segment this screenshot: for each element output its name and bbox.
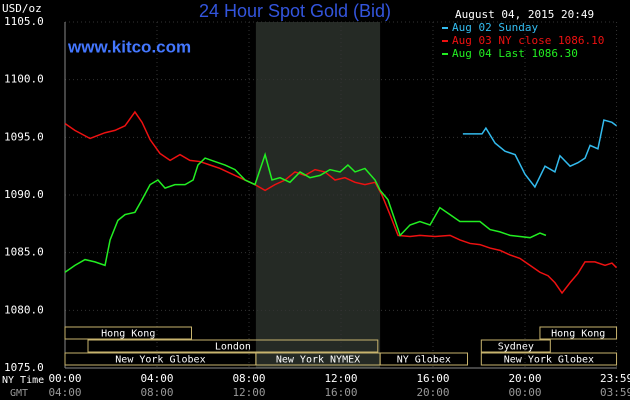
x-tick-label: 00:00 bbox=[48, 372, 81, 385]
gmt-tick-label: 16:00 bbox=[324, 386, 357, 399]
session-label: Hong Kong bbox=[551, 329, 605, 340]
date: August 04, 2015 20:49 bbox=[455, 8, 594, 21]
x-tick-label: 12:00 bbox=[324, 372, 357, 385]
legend-label: Aug 04 Last 1086.30 bbox=[452, 47, 578, 60]
legend-label: Aug 02 Sunday bbox=[452, 21, 538, 34]
y-tick-label: 1090.0 bbox=[4, 188, 44, 201]
session-label: NY Globex bbox=[397, 355, 451, 366]
x-tick-label: 08:00 bbox=[232, 372, 265, 385]
y-tick-label: 1100.0 bbox=[4, 73, 44, 86]
x-tick-label: 16:00 bbox=[416, 372, 449, 385]
series-line bbox=[64, 152, 547, 273]
session-label: New York NYMEX bbox=[276, 355, 360, 366]
background-layer bbox=[64, 21, 618, 369]
series-line bbox=[64, 110, 618, 295]
session-box bbox=[87, 339, 379, 353]
series-line bbox=[462, 119, 617, 189]
session-label: Sydney bbox=[498, 342, 534, 353]
legend-label: Aug 03 NY close 1086.10 bbox=[452, 34, 604, 47]
y-tick-label: 1080.0 bbox=[4, 303, 44, 316]
x-row-label: GMT bbox=[10, 388, 28, 399]
x-tick-label: 04:00 bbox=[140, 372, 173, 385]
session-label: New York Globex bbox=[504, 355, 594, 366]
session-box bbox=[64, 326, 192, 340]
gmt-tick-label: 04:00 bbox=[48, 386, 81, 399]
gmt-tick-label: 00:00 bbox=[508, 386, 541, 399]
chart-title: 24 Hour Spot Gold (Bid) bbox=[199, 1, 391, 21]
source: www.kitco.com bbox=[67, 37, 191, 56]
x-tick-label: 23:59 bbox=[600, 372, 630, 385]
session-box bbox=[379, 352, 469, 366]
y-tick-label: 1085.0 bbox=[4, 246, 44, 259]
gmt-tick-label: 20:00 bbox=[416, 386, 449, 399]
y-tick-label: 1105.0 bbox=[4, 15, 44, 28]
session-box bbox=[480, 352, 618, 366]
y-tick-label: 1075.0 bbox=[4, 361, 44, 374]
gmt-tick-label: 03:59 bbox=[600, 386, 630, 399]
session-label: New York Globex bbox=[115, 355, 205, 366]
y-tick-label: 1095.0 bbox=[4, 130, 44, 143]
session-box bbox=[480, 339, 551, 353]
x-row-label: NY Time bbox=[2, 375, 44, 386]
gmt-tick-label: 08:00 bbox=[140, 386, 173, 399]
session-box bbox=[539, 326, 618, 340]
session-label: Hong Kong bbox=[101, 329, 155, 340]
y-unit: USD/oz bbox=[2, 2, 42, 15]
x-tick-label: 20:00 bbox=[508, 372, 541, 385]
gmt-tick-label: 12:00 bbox=[232, 386, 265, 399]
session-label: London bbox=[215, 342, 251, 353]
